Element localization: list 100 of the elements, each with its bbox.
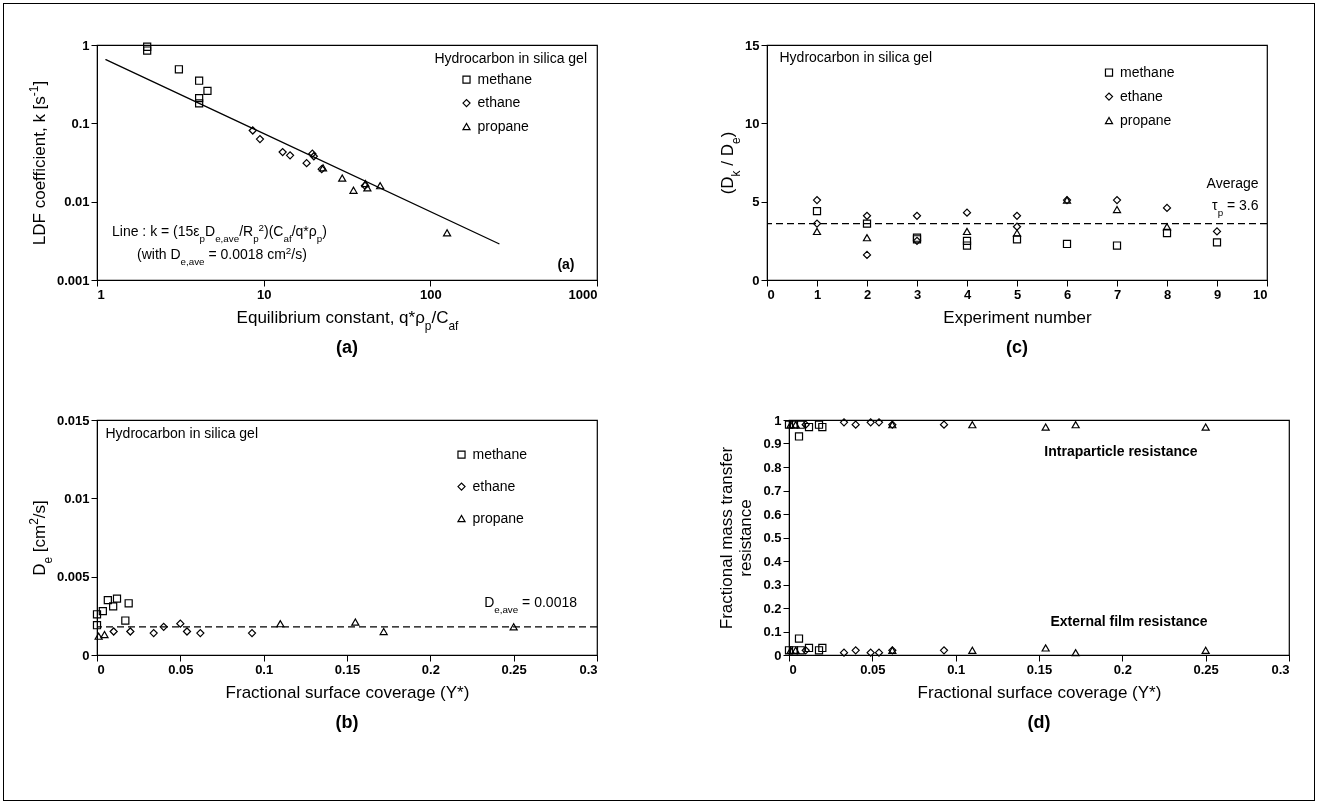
y-tick-label: 0.01 xyxy=(64,194,90,210)
point xyxy=(98,607,107,616)
y-tick-label: 0.001 xyxy=(56,272,90,288)
x-tick-label: 0.25 xyxy=(501,661,527,677)
point xyxy=(812,227,822,236)
annotation: Hydrocarbon in silica gel xyxy=(105,425,259,442)
y-tick-label: 0.005 xyxy=(56,569,90,585)
legend-label: methane xyxy=(477,70,533,87)
point xyxy=(794,432,804,441)
annotation: Intraparticle resistance xyxy=(1044,443,1198,460)
y-tick-label: 0.9 xyxy=(763,436,782,451)
y-tick-label: 0 xyxy=(82,647,90,663)
point xyxy=(1201,423,1210,431)
point xyxy=(109,602,118,611)
point xyxy=(1212,227,1222,236)
point xyxy=(862,234,872,242)
annotation: (a) xyxy=(557,255,575,272)
point xyxy=(103,596,112,605)
x-tick-label: 10 xyxy=(256,286,272,302)
point xyxy=(1112,195,1122,205)
x-tick-label: 9 xyxy=(1213,286,1222,302)
point xyxy=(851,646,860,655)
point xyxy=(962,236,972,245)
y-tick-label: 0 xyxy=(752,272,760,288)
legend-label: methane xyxy=(1120,63,1175,80)
point xyxy=(1012,235,1022,244)
x-tick-label: 0.1 xyxy=(947,661,966,677)
y-tick-label: 5 xyxy=(752,194,760,210)
point xyxy=(1201,646,1210,654)
point xyxy=(159,622,168,631)
point xyxy=(804,422,814,432)
point xyxy=(276,620,285,628)
legend-label: methane xyxy=(472,445,528,462)
x-tick-label: 10 xyxy=(1253,286,1268,302)
annotation: τ$_{p}$ = 3.6 xyxy=(1212,196,1259,218)
point xyxy=(1071,421,1080,429)
point xyxy=(1112,241,1122,250)
point xyxy=(1041,644,1050,652)
point xyxy=(176,619,185,628)
point xyxy=(126,627,135,636)
text: (b) xyxy=(335,712,359,732)
annotation: External film resistance xyxy=(1050,613,1208,630)
x-tick-label: 6 xyxy=(1063,286,1072,302)
x-tick-label: 0 xyxy=(97,661,105,677)
point xyxy=(851,420,860,429)
y-axis-title: Fractional mass transfer resistance xyxy=(717,446,756,630)
legend-label: ethane xyxy=(477,94,521,111)
y-tick-label: 0.01 xyxy=(64,490,90,506)
x-tick-label: 0.25 xyxy=(1193,661,1219,677)
x-tick-label: 5 xyxy=(1013,286,1022,302)
point xyxy=(962,208,972,217)
text: (c) xyxy=(1006,337,1028,357)
point xyxy=(1162,228,1172,238)
x-tick-label: 1 xyxy=(813,286,822,302)
point xyxy=(1012,211,1022,220)
point xyxy=(818,422,827,432)
x-tick-label: 0.05 xyxy=(860,661,886,677)
legend-label: propane xyxy=(477,117,530,134)
point xyxy=(1162,223,1172,231)
point xyxy=(968,421,977,429)
x-axis-title: Fractional surface coverage (Y*) xyxy=(917,682,1162,702)
point xyxy=(124,599,133,608)
y-tick-label: 0.2 xyxy=(763,600,782,616)
x-tick-label: 1 xyxy=(97,286,105,302)
y-tick-label: 10 xyxy=(745,115,760,131)
point xyxy=(912,211,922,220)
point xyxy=(962,241,972,250)
annotation: (with D$_{e,ave}$ = 0.0018 cm$^{2}$/s) xyxy=(137,244,307,267)
point xyxy=(862,219,872,228)
x-axis-title: Fractional surface coverage (Y*) xyxy=(225,682,470,702)
point xyxy=(862,211,872,220)
point xyxy=(812,195,822,205)
legend-label: ethane xyxy=(472,477,516,494)
ref-line-label: D$_{e,ave}$ = 0.0018 xyxy=(484,593,578,615)
y-tick-label: 0.4 xyxy=(763,553,783,569)
x-tick-label: 0.2 xyxy=(1113,661,1132,677)
point xyxy=(94,632,103,640)
point xyxy=(794,634,804,643)
y-tick-label: 0.7 xyxy=(763,483,782,498)
point xyxy=(814,420,824,429)
point xyxy=(92,621,102,630)
x-tick-label: 0.1 xyxy=(255,661,274,677)
point xyxy=(1012,229,1022,237)
y-tick-label: 0.5 xyxy=(763,530,782,545)
y-tick-label: 1 xyxy=(774,412,782,428)
annotation: Hydrocarbon in silica gel xyxy=(779,48,933,65)
point xyxy=(814,646,824,655)
y-tick-label: 0.8 xyxy=(763,459,782,475)
annotation: Hydrocarbon in silica gel xyxy=(434,50,587,67)
x-tick-label: 2 xyxy=(863,286,872,302)
x-tick-label: 0.05 xyxy=(168,661,194,677)
point xyxy=(509,623,518,631)
point xyxy=(196,628,205,638)
y-tick-label: 0.015 xyxy=(56,412,90,428)
x-axis-title: Experiment number xyxy=(943,307,1093,327)
point xyxy=(247,628,257,638)
point xyxy=(862,250,872,260)
y-tick-label: 0.6 xyxy=(763,506,782,522)
point xyxy=(796,646,805,655)
y-tick-label: 1 xyxy=(82,37,90,53)
